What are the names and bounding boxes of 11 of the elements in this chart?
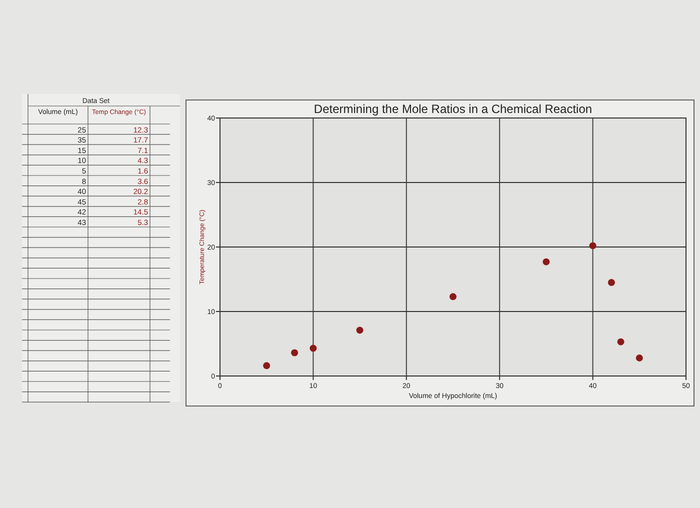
- point: [589, 242, 596, 250]
- point: [263, 362, 270, 370]
- point: [310, 344, 317, 352]
- point: [450, 293, 456, 300]
- point: [617, 338, 624, 346]
- point: [608, 278, 615, 286]
- point: [636, 354, 643, 362]
- point: [356, 326, 364, 334]
- chart-title: Determining the Mole Ratios in a Chemical Reaction: [314, 102, 592, 116]
- point: [291, 349, 298, 356]
- point: [542, 258, 550, 266]
